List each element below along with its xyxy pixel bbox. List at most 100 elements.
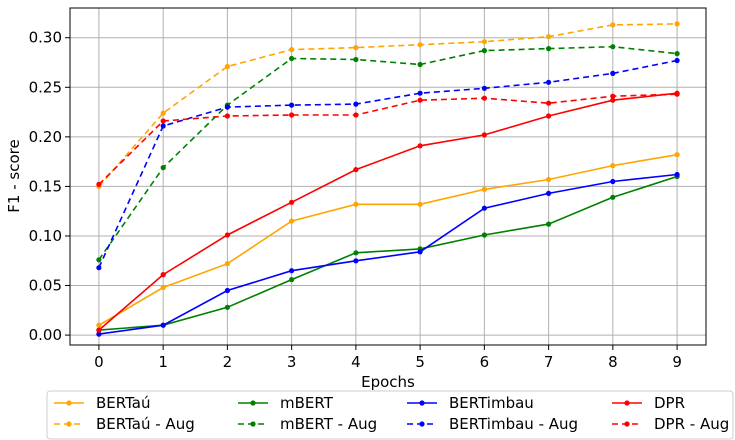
data-point-berta — [96, 322, 102, 328]
data-point-berta — [417, 201, 423, 207]
data-point-dpr-aug — [417, 97, 423, 103]
data-point-mbert — [546, 221, 552, 227]
data-point-dpr — [481, 132, 487, 138]
data-point-bertimbau — [353, 258, 359, 264]
data-point-dpr — [289, 199, 295, 205]
data-point-dpr-aug — [674, 91, 680, 97]
data-point-mbert — [353, 250, 359, 256]
series-line-mbert-aug — [98, 45, 678, 261]
data-point-mbert-aug — [546, 46, 552, 52]
data-point-bertimbau-aug — [353, 101, 359, 107]
legend-marker-bertimbau-aug — [419, 421, 425, 427]
x-tick-label: 8 — [608, 353, 618, 371]
data-point-mbert — [224, 304, 230, 310]
x-axis: 0 1 2 3 4 5 6 7 8 9 — [94, 345, 682, 371]
series-line-berta — [98, 153, 678, 326]
data-point-bertimbau — [674, 171, 680, 178]
legend-marker-berta — [66, 400, 72, 406]
x-tick-label: 2 — [223, 353, 233, 371]
plot-frame — [69, 7, 707, 346]
data-point-dpr — [96, 327, 102, 333]
data-point-dpr — [417, 143, 423, 149]
y-tick-label: 0.15 — [29, 177, 62, 195]
data-point-bertimbau-aug — [96, 265, 102, 271]
plot-area — [70, 8, 706, 345]
data-point-berta — [160, 284, 166, 291]
legend-label-bertimbau: BERTimbau — [449, 394, 534, 412]
data-point-bertimbau-aug — [610, 70, 616, 76]
legend-label-mbert: mBERT — [280, 394, 334, 412]
data-point-bertimbau — [289, 268, 295, 274]
data-point-berta-aug — [674, 21, 680, 27]
data-point-dpr — [353, 167, 359, 173]
data-point-dpr — [160, 272, 166, 278]
data-point-berta-aug — [546, 34, 552, 40]
series-line-mbert — [98, 175, 678, 331]
x-tick-label: 5 — [415, 353, 425, 371]
data-point-dpr-aug — [96, 181, 102, 187]
data-point-bertimbau — [481, 205, 487, 211]
legend-marker-dpr-aug — [624, 421, 630, 427]
data-point-mbert-aug — [417, 61, 423, 68]
legend-label-dpr: DPR — [654, 394, 685, 412]
series-line-bertimbau-aug — [98, 59, 678, 269]
legend-marker-dpr — [624, 400, 630, 406]
data-point-berta-aug — [417, 42, 423, 48]
series-line-bertimbau — [98, 173, 678, 335]
x-tick-label: 1 — [158, 353, 168, 371]
x-axis-title: Epochs — [361, 373, 415, 391]
data-point-bertimbau — [160, 322, 166, 328]
series-line-dpr — [98, 92, 678, 331]
data-point-berta-aug — [481, 39, 487, 45]
series-line-dpr-aug — [98, 93, 678, 185]
data-point-berta — [481, 186, 487, 192]
data-point-bertimbau — [417, 249, 423, 255]
data-point-dpr — [610, 97, 616, 103]
data-point-bertimbau-aug — [224, 104, 230, 110]
data-point-dpr-aug — [610, 93, 616, 99]
grid — [70, 8, 706, 345]
y-tick-label: 0.05 — [29, 277, 62, 295]
data-point-mbert — [289, 277, 295, 283]
data-point-berta — [610, 163, 616, 169]
data-point-mbert-aug — [353, 56, 359, 63]
legend-marker-berta-aug — [66, 421, 72, 427]
data-point-bertimbau-aug — [481, 85, 487, 91]
data-point-dpr — [546, 113, 552, 119]
data-point-berta — [674, 152, 680, 158]
data-point-bertimbau-aug — [160, 123, 166, 129]
legend-label-bertimbau-aug: BERTimbau - Aug — [449, 415, 578, 433]
data-point-dpr — [224, 232, 230, 238]
data-point-bertimbau — [546, 190, 552, 196]
data-point-bertimbau-aug — [289, 102, 295, 108]
data-point-mbert-aug — [96, 257, 102, 263]
legend-marker-mbert-aug — [250, 421, 256, 427]
series-line-berta-aug — [98, 23, 678, 187]
legend-marker-bertimbau — [419, 400, 425, 406]
x-tick-label: 4 — [351, 353, 361, 371]
legend-marker-mbert — [250, 400, 256, 406]
data-point-berta-aug — [160, 110, 166, 116]
x-tick-label: 0 — [94, 353, 104, 371]
data-point-mbert — [481, 232, 487, 238]
data-point-mbert-aug — [160, 165, 166, 171]
data-point-dpr-aug — [160, 118, 166, 124]
data-point-bertimbau — [96, 331, 102, 337]
x-tick-label: 9 — [672, 353, 682, 371]
data-point-berta-aug — [289, 47, 295, 53]
data-point-dpr-aug — [224, 113, 230, 119]
data-point-mbert-aug — [610, 44, 616, 50]
legend-label-dpr-aug: DPR - Aug — [654, 415, 729, 433]
legend-label-berta-aug: BERTaú - Aug — [96, 415, 195, 433]
data-point-mbert — [610, 194, 616, 200]
y-tick-label: 0.20 — [29, 128, 62, 146]
y-axis-title: F1 - score — [5, 139, 23, 212]
data-point-bertimbau-aug — [417, 90, 423, 96]
data-point-dpr-aug — [353, 112, 359, 118]
x-tick-label: 3 — [287, 353, 297, 371]
data-point-berta — [224, 261, 230, 267]
data-point-mbert-aug — [481, 48, 487, 54]
legend-label-berta: BERTaú — [96, 394, 150, 412]
y-tick-label: 0.30 — [29, 29, 62, 47]
